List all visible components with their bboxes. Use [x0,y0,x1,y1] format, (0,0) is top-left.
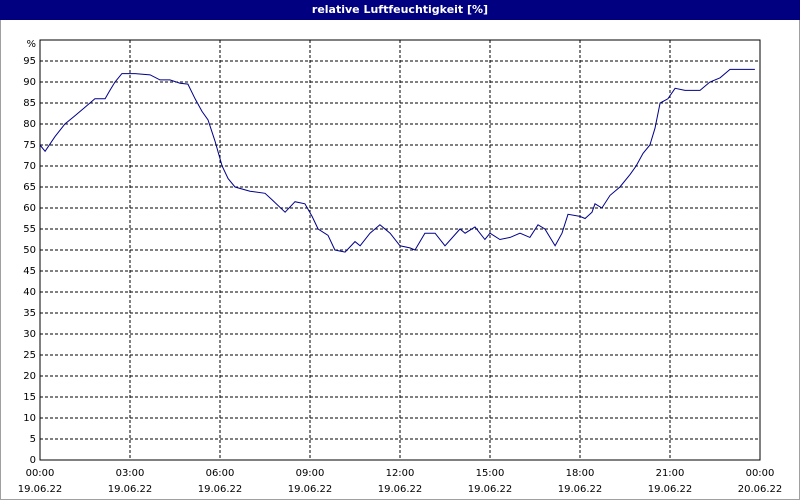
x-tick-label: 12:00 [386,468,415,479]
y-tick-label: 35 [23,308,36,319]
x-tick-date: 19.06.22 [288,484,333,495]
plot-border [39,39,761,461]
x-tick-label: 03:00 [116,468,145,479]
y-tick-label: 45 [23,266,36,277]
x-tick-date: 19.06.22 [18,484,63,495]
line [39,68,755,253]
x-tick-label: 06:00 [206,468,235,479]
x-tick-date: 19.06.22 [648,484,693,495]
y-tick-label: 10 [23,413,36,424]
title-bar [0,0,800,20]
x-tick-label: 00:00 [746,468,775,479]
y-tick-label: 25 [23,350,36,361]
x-tick-label: 09:00 [296,468,325,479]
y-tick-label: 40 [23,287,36,298]
y-axis-label: % [26,39,36,50]
y-tick-label: 0 [30,455,36,466]
x-tick-date: 20.06.22 [738,484,783,495]
y-tick-label: 15 [23,392,36,403]
y-tick-label: 55 [23,224,36,235]
y-tick-label: 50 [23,245,36,256]
x-tick-date: 19.06.22 [198,484,243,495]
y-tick-label: 75 [23,140,36,151]
y-tick-label: 30 [23,329,36,340]
x-tick-label: 00:00 [26,468,55,479]
x-tick-date: 19.06.22 [558,484,603,495]
y-tick-label: 95 [23,56,36,67]
y-tick-label: 65 [23,182,36,193]
y-tick-label: 90 [23,77,36,88]
x-tick-date: 19.06.22 [108,484,153,495]
y-tick-label: 80 [23,119,36,130]
y-tick-label: 60 [23,203,36,214]
x-tick-date: 19.06.22 [378,484,423,495]
y-tick-label: 5 [30,434,36,445]
chart-title: relative Luftfeuchtigkeit [%] [312,3,488,16]
y-tick-label: 20 [23,371,36,382]
x-tick-label: 18:00 [566,468,595,479]
y-tick-label: 85 [23,98,36,109]
y-tick-label: 70 [23,161,36,172]
x-tick-label: 21:00 [656,468,685,479]
x-tick-label: 15:00 [476,468,505,479]
x-tick-date: 19.06.22 [468,484,513,495]
